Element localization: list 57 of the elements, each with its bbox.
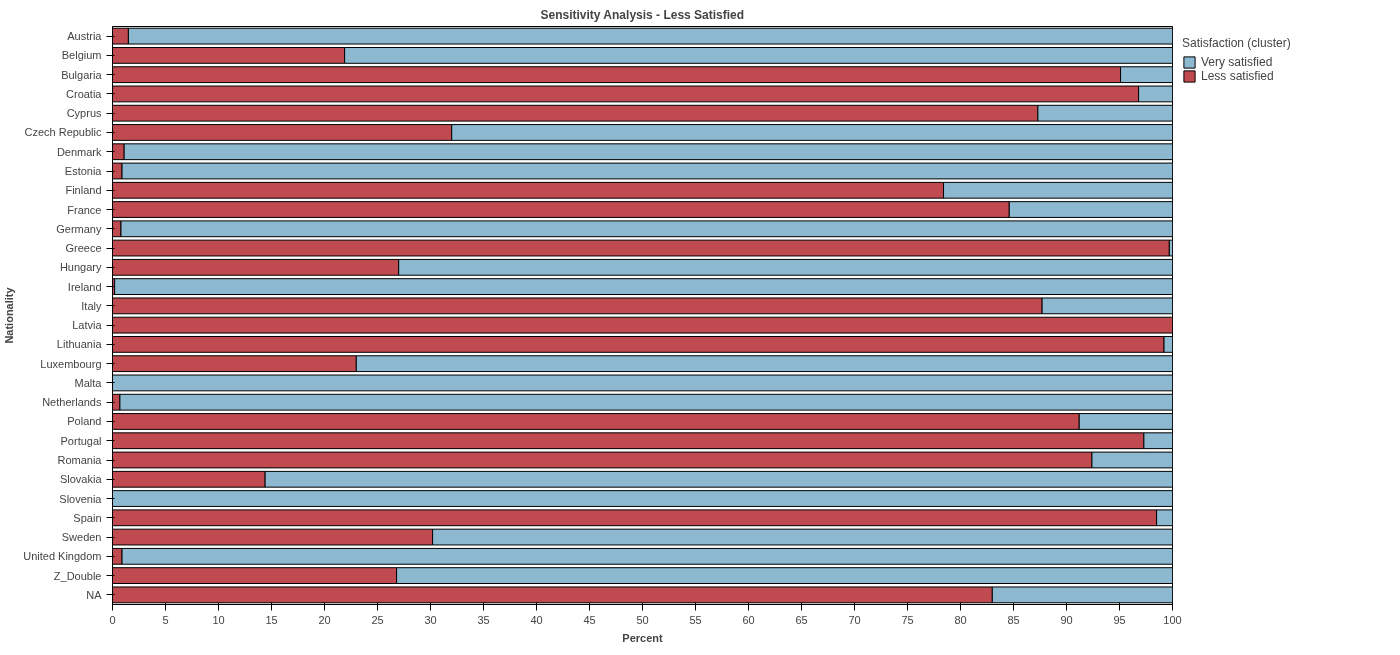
y-tick-label: Latvia bbox=[72, 319, 103, 332]
x-tick-label: 40 bbox=[530, 613, 543, 626]
y-tick-label: Germany bbox=[56, 222, 102, 235]
x-tick-label: 60 bbox=[742, 613, 755, 626]
x-tick-label: 10 bbox=[212, 613, 225, 626]
x-tick-label: 0 bbox=[109, 613, 116, 626]
y-tick-label: NA bbox=[86, 588, 103, 601]
x-tick-label: 75 bbox=[901, 613, 914, 626]
y-axis-title: Nationality bbox=[3, 286, 16, 344]
y-tick-label: Ireland bbox=[67, 280, 102, 293]
y-tick-label: Denmark bbox=[56, 145, 102, 158]
y-tick-label: Z_Double bbox=[53, 569, 102, 582]
y-tick-label: France bbox=[67, 203, 102, 216]
y-tick-label: Czech Republic bbox=[24, 126, 102, 139]
x-tick-label: 80 bbox=[954, 613, 967, 626]
x-tick-label: 55 bbox=[689, 613, 702, 626]
x-tick-label: 35 bbox=[477, 613, 490, 626]
y-tick-label: Belgium bbox=[61, 49, 102, 62]
x-tick-label: 20 bbox=[318, 613, 331, 626]
x-tick-label: 30 bbox=[424, 613, 437, 626]
legend-title: Satisfaction (cluster) bbox=[1182, 36, 1291, 50]
y-tick-label: Malta bbox=[74, 376, 103, 389]
y-tick-label: Poland bbox=[67, 415, 102, 428]
y-tick-label: Romania bbox=[57, 454, 103, 466]
y-tick-label: Cyprus bbox=[66, 107, 102, 120]
legend-label: Very satisfied bbox=[1201, 55, 1273, 69]
x-tick-label: 90 bbox=[1060, 613, 1073, 626]
y-tick-label: Netherlands bbox=[42, 396, 102, 409]
y-tick-label: United Kingdom bbox=[23, 550, 102, 563]
x-tick-label: 45 bbox=[583, 613, 596, 626]
x-tick-label: 50 bbox=[636, 613, 649, 626]
y-tick-label: Hungary bbox=[59, 261, 102, 274]
x-tick-label: 65 bbox=[795, 613, 808, 626]
x-tick-label: 5 bbox=[162, 613, 169, 626]
x-tick-label: 85 bbox=[1007, 613, 1020, 626]
y-tick-label: Sweden bbox=[61, 531, 102, 544]
x-tick-label: 15 bbox=[265, 613, 278, 626]
y-tick-label: Portugal bbox=[60, 434, 102, 447]
y-tick-label: Slovenia bbox=[59, 492, 103, 505]
y-tick-label: Bulgaria bbox=[61, 68, 103, 81]
y-tick-label: Slovakia bbox=[59, 473, 103, 486]
legend-label: Less satisfied bbox=[1201, 69, 1274, 83]
x-tick-label: 25 bbox=[371, 613, 384, 626]
y-tick-label: Spain bbox=[73, 511, 102, 524]
y-tick-label: Croatia bbox=[66, 87, 103, 100]
x-axis-title: Percent bbox=[622, 631, 664, 644]
x-tick-label: 70 bbox=[848, 613, 861, 626]
x-tick-label: 95 bbox=[1113, 613, 1126, 626]
x-tick-label: 100 bbox=[1163, 613, 1182, 626]
y-tick-label: Lithuania bbox=[56, 338, 103, 351]
y-tick-label: Greece bbox=[65, 242, 102, 255]
y-tick-label: Austria bbox=[67, 30, 103, 43]
y-tick-label: Italy bbox=[81, 299, 102, 312]
y-tick-label: Estonia bbox=[64, 165, 103, 177]
y-tick-label: Luxembourg bbox=[40, 357, 102, 370]
y-tick-label: Finland bbox=[65, 184, 102, 197]
chart-title: Sensitivity Analysis - Less Satisfied bbox=[540, 7, 745, 22]
